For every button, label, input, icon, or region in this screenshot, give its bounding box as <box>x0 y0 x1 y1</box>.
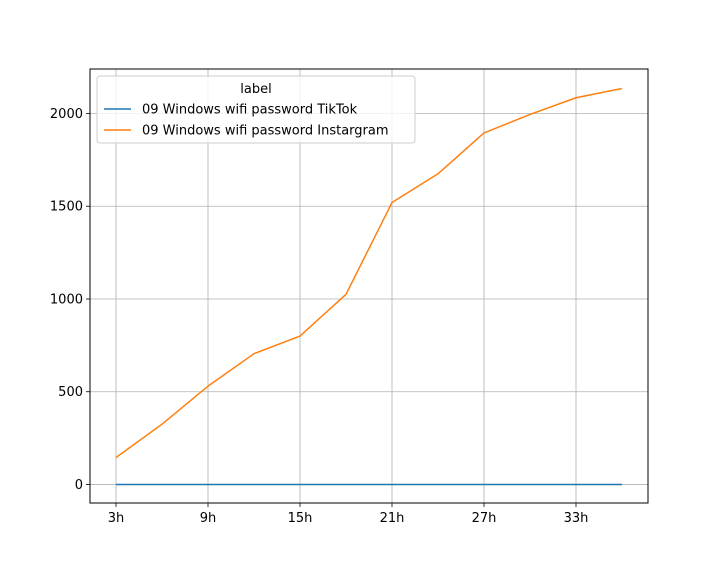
legend-box <box>96 75 416 144</box>
x-tick-label: 15h <box>288 511 313 526</box>
y-tick-label: 1000 <box>50 292 83 307</box>
y-tick-label: 0 <box>75 478 83 493</box>
x-tick-label: 3h <box>108 511 125 526</box>
legend-label-0: 09 Windows wifi password TikTok <box>142 103 358 118</box>
y-tick-label: 2000 <box>50 107 83 122</box>
axes: 3h 9h 15h 21h 27h 33h 0 500 1000 1500 2000 <box>50 107 588 526</box>
x-tick-label: 33h <box>564 511 589 526</box>
y-tick-label: 1500 <box>50 200 83 215</box>
x-tick-label: 27h <box>472 511 497 526</box>
series-layer <box>115 87 623 486</box>
legend-title: label <box>240 82 271 97</box>
x-tick-label: 9h <box>200 511 217 526</box>
legend: label 09 Windows wifi password TikTok 09 W… <box>96 75 416 144</box>
plot-frame <box>89 68 649 504</box>
x-tick-label: 21h <box>380 511 405 526</box>
series-line-1 <box>115 87 623 459</box>
y-tick-label: 500 <box>58 385 83 400</box>
legend-label-1: 09 Windows wifi password Instargram <box>142 124 389 139</box>
